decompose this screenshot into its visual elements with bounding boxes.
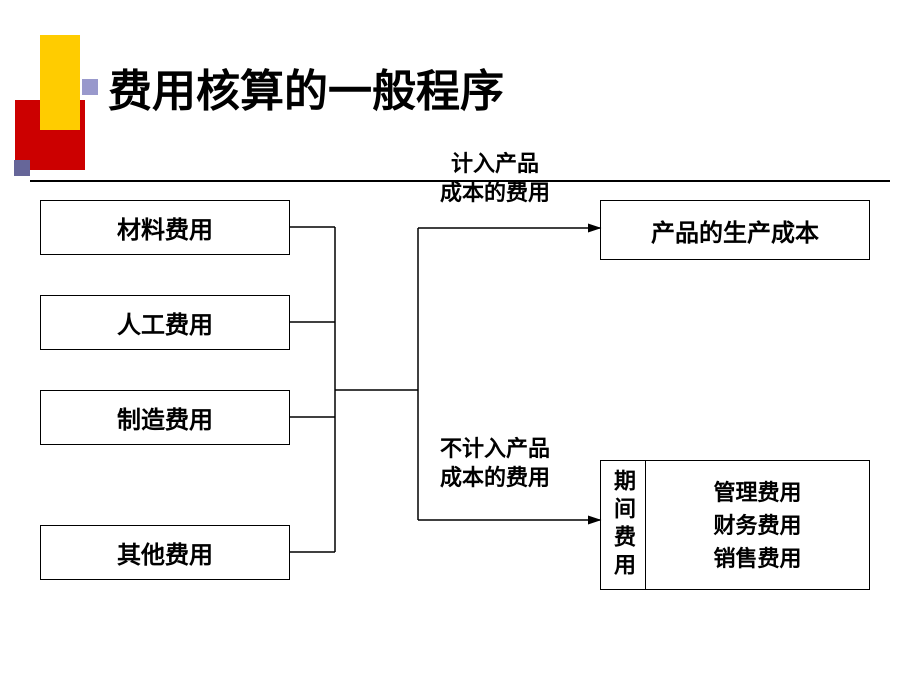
period-item-1: 管理费用 [713,476,801,509]
slide-title: 费用核算的一般程序 [108,55,504,119]
branch-label-top: 计入产品 成本的费用 [440,150,550,207]
box-other: 其他费用 [40,525,290,580]
period-item-2: 财务费用 [713,509,801,542]
decor-small-square [14,160,30,176]
box-period-items: 管理费用 财务费用 销售费用 [645,460,870,590]
box-manufacturing-label: 制造费用 [117,400,213,435]
box-other-label: 其他费用 [117,535,213,570]
slide-title-wrap: 费用核算的一般程序 [82,55,504,119]
box-labor-label: 人工费用 [117,305,213,340]
period-label-text: 期间费用 [607,469,639,581]
box-product-cost-label: 产品的生产成本 [651,213,819,248]
decor-yellow-block [40,35,80,130]
branch-label-top-line1: 计入产品 [451,151,539,176]
period-item-3: 销售费用 [713,542,801,575]
branch-label-bottom-line1: 不计入产品 [440,436,550,461]
box-manufacturing: 制造费用 [40,390,290,445]
box-labor: 人工费用 [40,295,290,350]
box-product-cost: 产品的生产成本 [600,200,870,260]
branch-label-top-line2: 成本的费用 [440,180,550,205]
box-period-label: 期间费用 [600,460,645,590]
branch-label-bottom: 不计入产品 成本的费用 [440,435,550,492]
title-bullet-icon [82,79,98,95]
box-materials: 材料费用 [40,200,290,255]
box-materials-label: 材料费用 [117,210,213,245]
branch-label-bottom-line2: 成本的费用 [440,465,550,490]
